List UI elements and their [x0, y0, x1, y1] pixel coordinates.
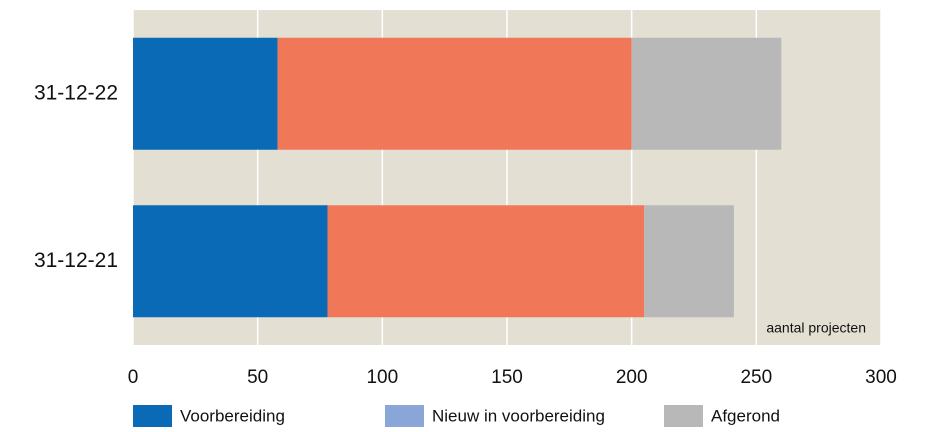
- legend-swatch: [133, 405, 172, 427]
- bar-segment: [277, 37, 632, 150]
- x-tick-label: 100: [366, 367, 398, 388]
- legend-label: Nieuw in voorbereiding: [432, 406, 605, 425]
- legend-swatch: [664, 405, 703, 427]
- x-tick-label: 50: [247, 367, 268, 388]
- x-tick-label: 300: [865, 367, 897, 388]
- x-tick-label: 150: [491, 367, 523, 388]
- legend-swatch: [385, 405, 424, 427]
- bar-segment: [133, 205, 328, 318]
- y-tick-label: 31-12-21: [34, 249, 118, 272]
- y-tick-label: 31-12-22: [34, 81, 118, 104]
- bar-segment: [631, 37, 782, 150]
- bar-segment: [644, 205, 734, 318]
- x-axis-label: aantal projecten: [766, 320, 866, 336]
- bar-segment: [327, 205, 645, 318]
- legend-label: Afgerond: [711, 406, 780, 425]
- x-tick-label: 0: [128, 367, 139, 388]
- x-tick-label: 250: [740, 367, 772, 388]
- bar-segment: [133, 37, 278, 150]
- legend-label: Voorbereiding: [180, 406, 285, 425]
- x-tick-label: 200: [616, 367, 648, 388]
